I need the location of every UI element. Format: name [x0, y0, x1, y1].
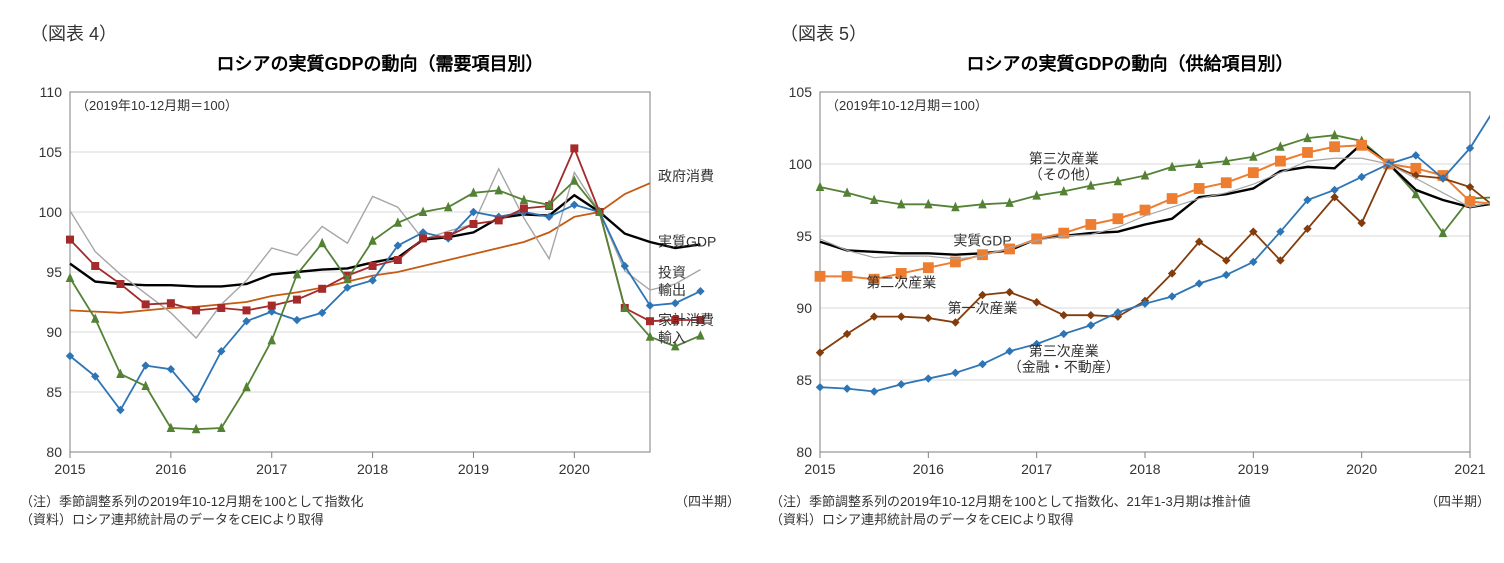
svg-text:（その他）: （その他） [1029, 166, 1099, 182]
chart-left-svg: 80 85 90 95 100 105 110 （2019年10-12月期＝100） 2015 2… [20, 82, 740, 482]
svg-text:85: 85 [46, 384, 62, 400]
svg-text:2016: 2016 [155, 461, 186, 477]
chart-right-period: （四半期） [1425, 491, 1490, 510]
svg-text:2016: 2016 [913, 461, 944, 477]
svg-text:（2019年10-12月期＝100）: （2019年10-12月期＝100） [826, 98, 988, 113]
svg-text:2017: 2017 [1021, 461, 1052, 477]
svg-text:第二次産業: 第二次産業 [866, 274, 936, 290]
chart-right-col: （図表 5） ロシアの実質GDPの動向（供給項目別） 80 85 90 95 100 10… [770, 20, 1490, 529]
svg-text:90: 90 [46, 324, 62, 340]
svg-text:95: 95 [796, 228, 812, 244]
chart-left-title: ロシアの実質GDPの動向（需要項目別） [20, 50, 740, 76]
charts-row: （図表 4） ロシアの実質GDPの動向（需要項目別） 80 85 90 95 100 10… [20, 20, 1484, 529]
svg-text:（2019年10-12月期＝100）: （2019年10-12月期＝100） [76, 98, 238, 113]
svg-text:輸出: 輸出 [658, 282, 686, 298]
svg-text:実質GDP: 実質GDP [953, 232, 1011, 248]
svg-text:政府消費: 政府消費 [658, 168, 714, 184]
svg-text:輸入: 輸入 [658, 330, 686, 346]
chart-right-wrap: 80 85 90 95 100 105 （2019年10-12月期＝100） 2015 2016… [770, 82, 1490, 487]
svg-text:2020: 2020 [1346, 461, 1377, 477]
chart-right-title: ロシアの実質GDPの動向（供給項目別） [770, 50, 1490, 76]
svg-text:100: 100 [789, 156, 813, 172]
chart-left-note2: （資料）ロシア連邦統計局のデータをCEICより取得 [20, 511, 363, 529]
svg-text:80: 80 [46, 444, 62, 460]
chart-left-wrap: 80 85 90 95 100 105 110 （2019年10-12月期＝100） 2015 2… [20, 82, 740, 487]
chart-right-svg: 80 85 90 95 100 105 （2019年10-12月期＝100） 2015 2016… [770, 82, 1490, 482]
svg-text:2015: 2015 [804, 461, 835, 477]
svg-text:2021: 2021 [1454, 461, 1485, 477]
chart-right-note1: （注）季節調整系列の2019年10-12月期を100として指数化、21年1-3月… [770, 493, 1251, 511]
chart-left-col: （図表 4） ロシアの実質GDPの動向（需要項目別） 80 85 90 95 100 10… [20, 20, 740, 529]
svg-text:95: 95 [46, 264, 62, 280]
chart-left-period: （四半期） [675, 491, 740, 510]
svg-text:家計消費: 家計消費 [658, 312, 714, 328]
svg-text:投資: 投資 [658, 265, 686, 281]
svg-text:2018: 2018 [1129, 461, 1160, 477]
chart-left-note1: （注）季節調整系列の2019年10-12月期を100として指数化 [20, 493, 363, 511]
svg-text:100: 100 [39, 204, 63, 220]
svg-text:2020: 2020 [559, 461, 590, 477]
svg-text:第三次産業: 第三次産業 [1029, 150, 1099, 166]
svg-text:85: 85 [796, 372, 812, 388]
chart-left-notes: （注）季節調整系列の2019年10-12月期を100として指数化 （資料）ロシア… [20, 493, 363, 529]
svg-text:2019: 2019 [458, 461, 489, 477]
svg-text:90: 90 [796, 300, 812, 316]
chart-right-note2: （資料）ロシア連邦統計局のデータをCEICより取得 [770, 511, 1251, 529]
chart-right-notes: （注）季節調整系列の2019年10-12月期を100として指数化、21年1-3月… [770, 493, 1251, 529]
svg-text:第三次産業: 第三次産業 [1029, 343, 1099, 359]
svg-text:80: 80 [796, 444, 812, 460]
svg-text:実質GDP: 実質GDP [658, 233, 716, 249]
svg-text:110: 110 [40, 84, 63, 100]
svg-text:2019: 2019 [1238, 461, 1269, 477]
figure-label-4: （図表 4） [30, 20, 740, 46]
svg-text:105: 105 [39, 144, 63, 160]
figure-label-5: （図表 5） [780, 20, 1490, 46]
svg-text:2018: 2018 [357, 461, 388, 477]
svg-text:2015: 2015 [54, 461, 85, 477]
svg-text:（金融・不動産）: （金融・不動産） [1008, 359, 1120, 375]
svg-text:105: 105 [789, 84, 813, 100]
svg-text:2017: 2017 [256, 461, 287, 477]
svg-text:第一次産業: 第一次産業 [948, 300, 1018, 316]
